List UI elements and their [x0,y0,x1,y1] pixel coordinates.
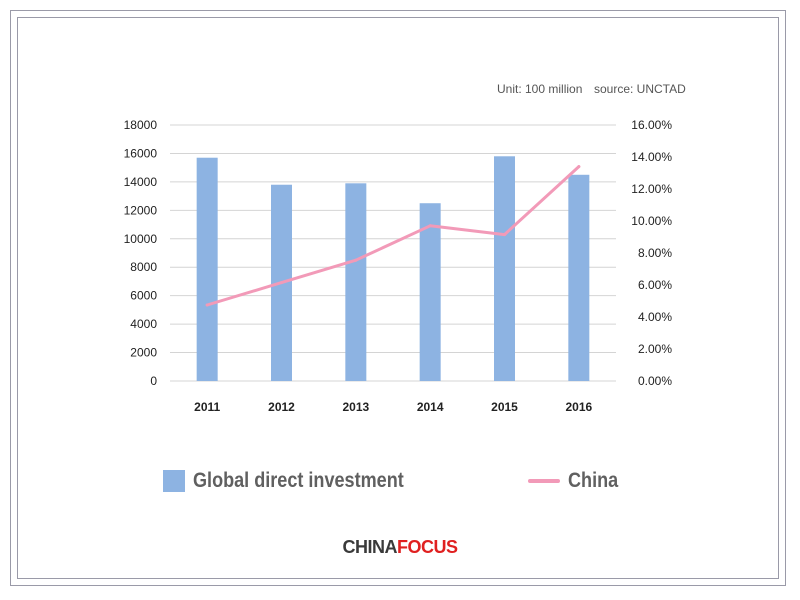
y-right-tick-label: 0.00% [638,374,672,388]
china-point [577,165,581,169]
y-right-tick-label: 16.00% [631,118,672,132]
china-line [205,165,581,307]
source-note: source: UNCTAD [594,82,686,96]
x-tick-label: 2014 [417,400,444,414]
y-left-tick-label: 10000 [124,232,158,246]
y-right-tick-label: 10.00% [631,214,672,228]
china-focus-logo: CHINAFOCUS [0,537,800,558]
china-point [280,281,283,285]
china-point [205,303,209,307]
logo-text-f: F [396,537,408,557]
y-left-tick-label: 14000 [124,175,158,189]
inner-frame [17,17,779,579]
y-left-tick-label: 18000 [124,118,158,132]
y-right-tick-label: 12.00% [631,182,672,196]
unit-note: Unit: 100 million [497,82,583,96]
x-tick-label: 2015 [491,400,518,414]
y-left-tick-label: 16000 [124,146,158,160]
bar [419,203,441,381]
bar [494,156,515,381]
y-right-tick-label: 4.00% [638,310,672,324]
y-left-tick-label: 2000 [130,346,157,360]
logo-text-cus: CUS [421,537,458,557]
bar [568,174,590,381]
y-right-tick-label: 8.00% [638,246,672,260]
y-left-tick-label: 12000 [124,203,158,217]
china-point [354,258,358,262]
x-tick-label: 2011 [194,400,220,414]
y-left-tick-label: 0 [150,374,157,388]
x-tick-label: 2012 [268,400,295,414]
legend-label-line: China [568,469,619,492]
bar [345,183,367,381]
legend-swatch-bar [163,470,185,492]
y-right-tick-label: 2.00% [638,342,672,356]
outer-frame [10,10,786,586]
y-left-tick-label: 4000 [130,317,157,331]
y-left-tick-label: 8000 [130,260,157,274]
y-right-tick-label: 14.00% [631,150,672,164]
legend-swatch-line [528,479,560,483]
x-tick-label: 2016 [565,400,592,414]
legend-item-bars: Global direct investment [163,469,438,493]
legend-label-bars: Global direct investment [193,469,404,492]
china-point [428,224,432,228]
logo-text-china: CHINA [342,537,397,557]
legend-item-line: China [528,469,626,493]
x-tick-label: 2013 [342,400,369,414]
y-left-tick-label: 6000 [130,289,157,303]
y-right-tick-label: 6.00% [638,278,672,292]
bar [196,157,218,381]
china-point [503,233,506,237]
logo-text-o: O [407,537,421,557]
